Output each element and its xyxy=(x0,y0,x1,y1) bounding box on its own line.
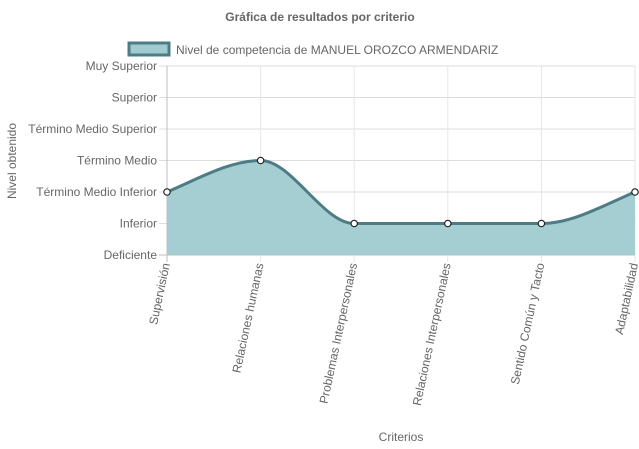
data-point[interactable] xyxy=(350,219,359,228)
legend-label: Nivel de competencia de MANUEL OROZCO AR… xyxy=(176,43,498,57)
y-axis-ticks: Deficiente Inferior Término Medio Inferior… xyxy=(28,59,157,262)
x-tick-label: Problemas Interpersonales xyxy=(317,262,361,405)
series-line xyxy=(166,158,636,226)
x-tick-label: Relaciones humanas xyxy=(230,262,267,375)
y-axis-label: Nivel obtenido xyxy=(5,123,19,199)
x-tick-label: Supervisión xyxy=(146,262,173,326)
x-axis-ticks: Supervisión Relaciones humanas Problemas I… xyxy=(146,261,639,406)
y-tick-label: Inferior xyxy=(120,217,157,231)
chart-title: Gráfica de resultados por criterio xyxy=(225,10,414,24)
y-tick-label: Superior xyxy=(112,91,157,105)
x-axis-label: Criterios xyxy=(379,430,424,444)
y-tick-label: Término Medio Inferior xyxy=(36,185,157,199)
x-tick-label: Adaptabilidad xyxy=(612,262,639,336)
legend-swatch xyxy=(127,41,171,57)
data-point[interactable] xyxy=(631,188,639,196)
x-tick-label: Sentido Común y Tacto xyxy=(508,261,548,385)
y-tick-label: Muy Superior xyxy=(86,59,157,73)
legend[interactable]: Nivel de competencia de MANUEL OROZCO AR… xyxy=(127,41,498,57)
data-point[interactable] xyxy=(256,156,265,165)
y-tick-label: Término Medio Superior xyxy=(28,122,157,136)
y-tick-label: Término Medio xyxy=(77,154,157,168)
series-area xyxy=(167,160,635,255)
data-point[interactable] xyxy=(443,219,452,228)
data-point[interactable] xyxy=(163,188,171,196)
y-tick-label: Deficiente xyxy=(104,248,158,262)
data-point[interactable] xyxy=(537,219,546,228)
data-points xyxy=(163,156,639,228)
x-tick-label: Relaciones Interpersonales xyxy=(410,262,454,407)
